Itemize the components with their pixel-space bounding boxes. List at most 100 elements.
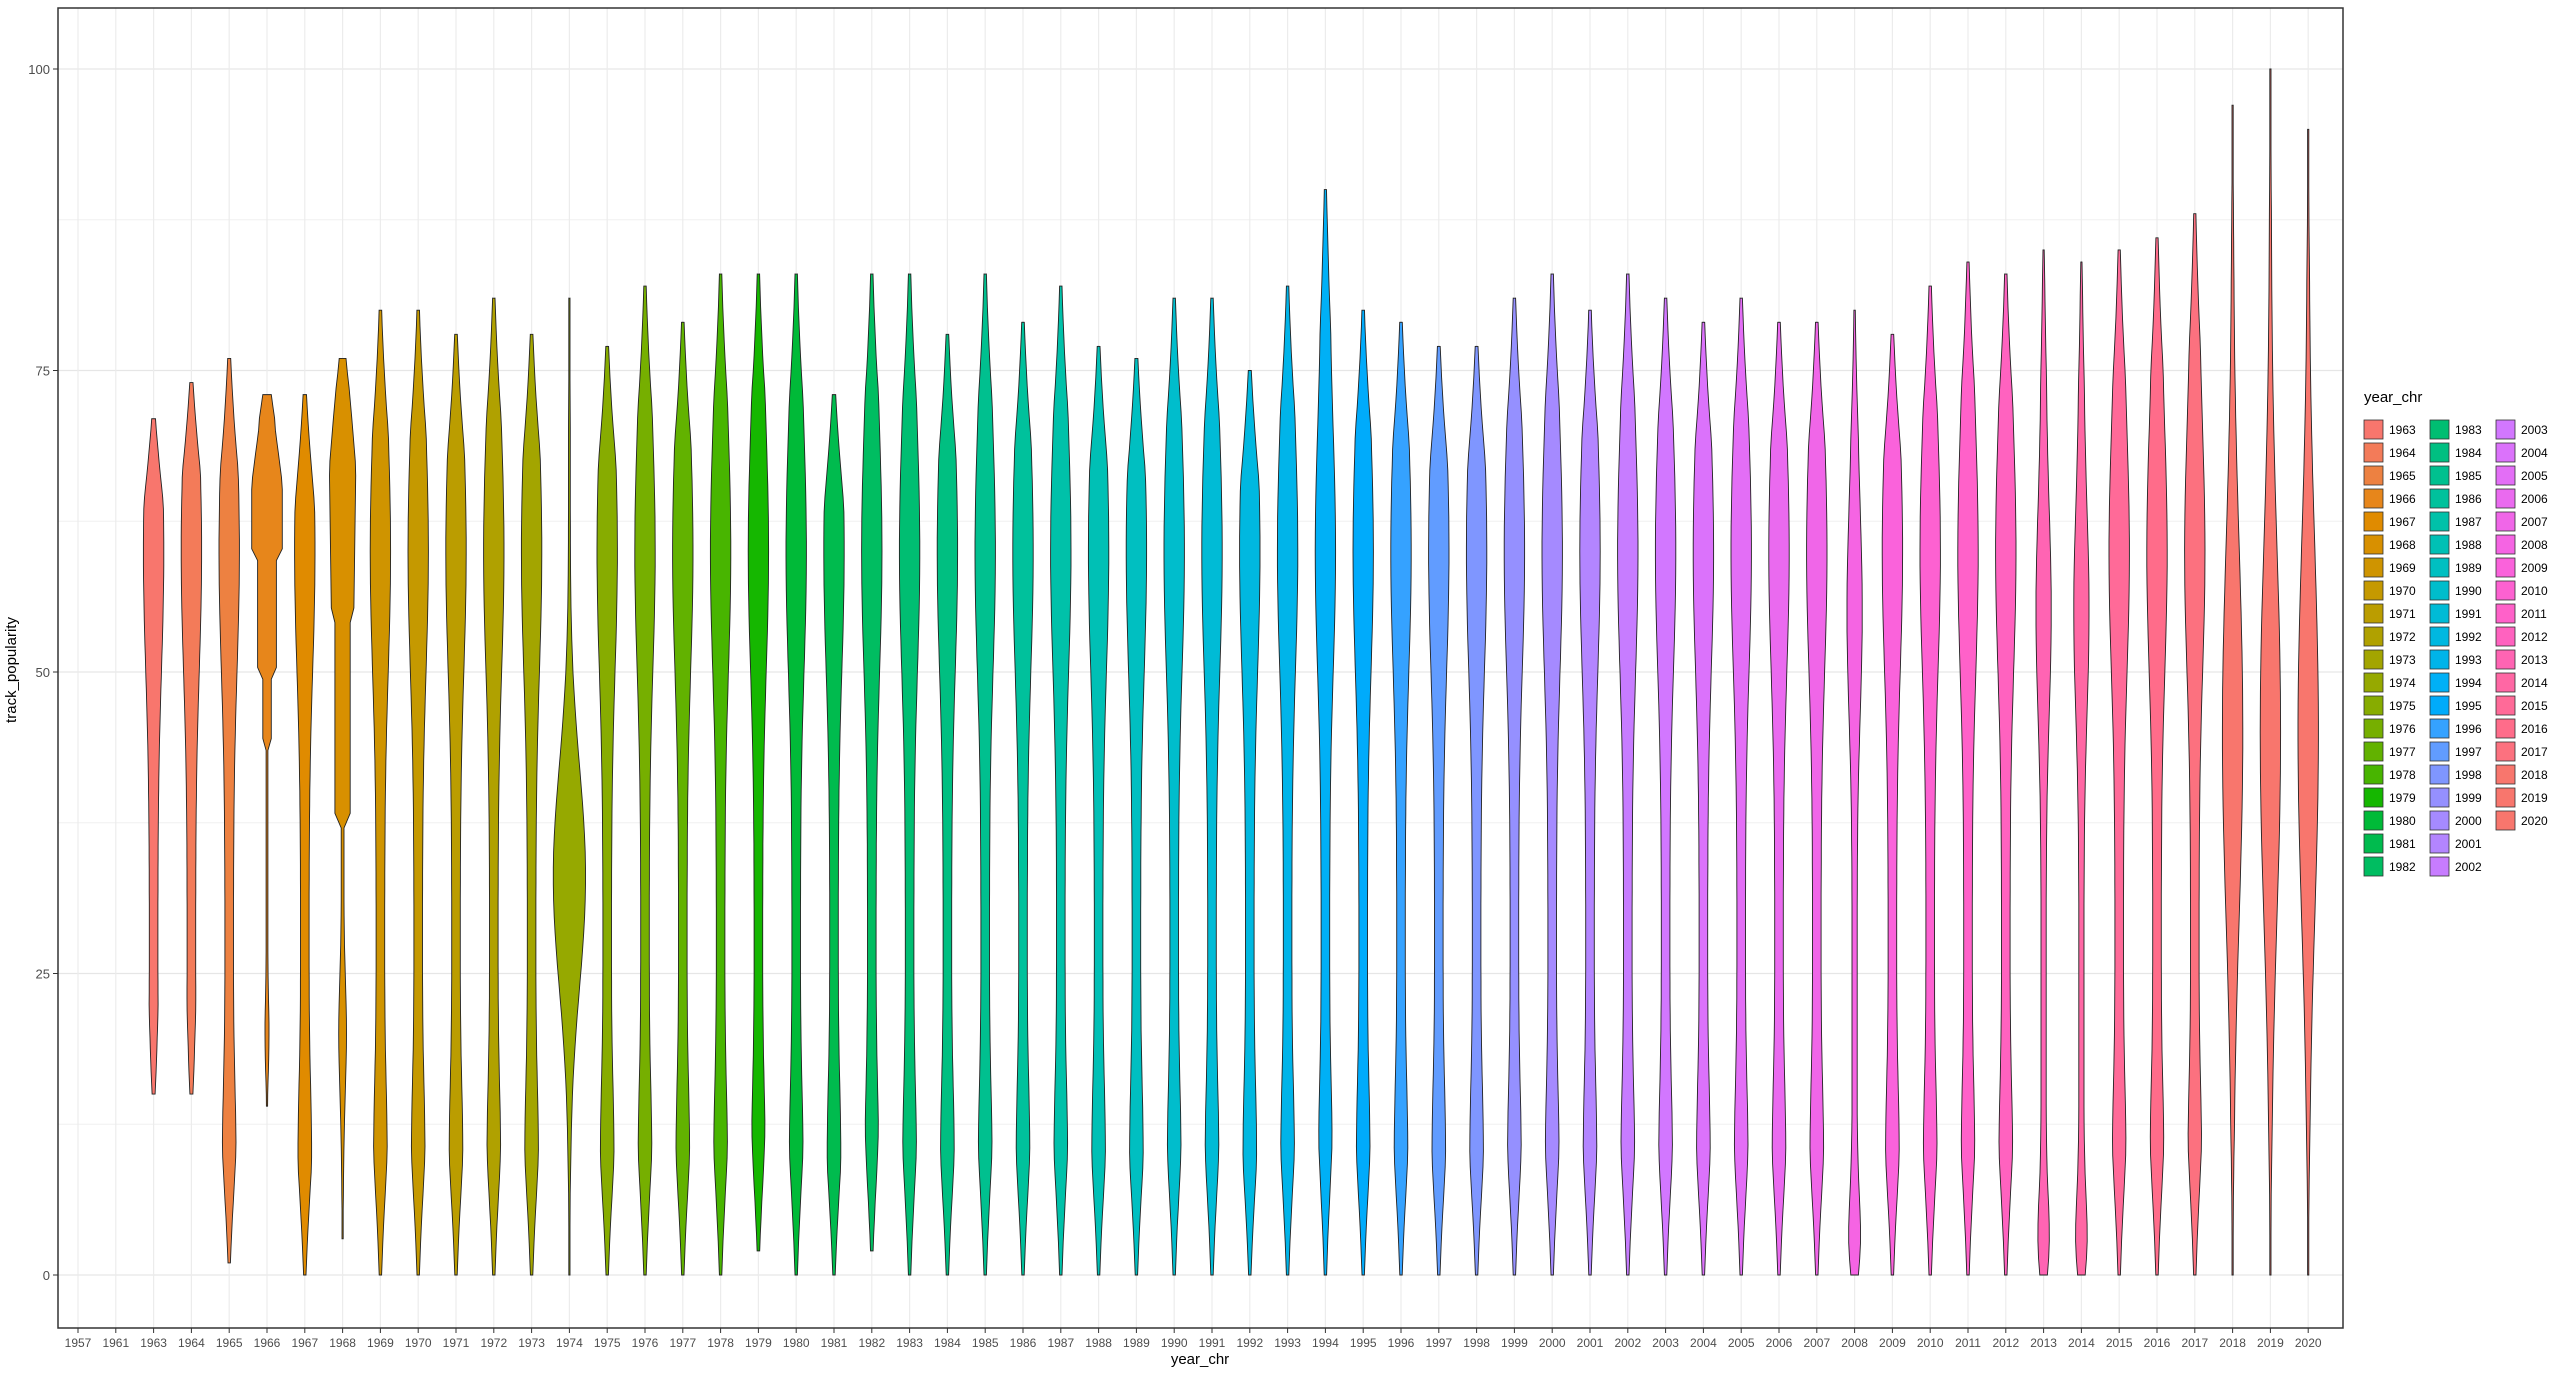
x-tick-label: 2003 — [1652, 1336, 1679, 1350]
violin-1985 — [974, 273, 996, 1276]
legend-label: 2003 — [2521, 423, 2548, 437]
legend-label: 2011 — [2521, 607, 2547, 621]
legend-label: 1988 — [2455, 538, 2482, 552]
legend-label: 1986 — [2455, 492, 2482, 506]
x-tick-label: 2002 — [1614, 1336, 1641, 1350]
y-axis-title: track_popularity — [3, 617, 20, 723]
violin-1977 — [672, 321, 694, 1276]
legend-key — [2363, 511, 2384, 532]
y-tick-label: 50 — [36, 665, 50, 680]
legend-key — [2363, 810, 2384, 831]
legend-key — [2363, 787, 2384, 808]
violin-1997 — [1428, 345, 1450, 1276]
x-tick-label: 1984 — [934, 1336, 961, 1350]
legend-label: 2002 — [2455, 860, 2482, 874]
legend-label: 2001 — [2455, 837, 2482, 851]
violin-1987 — [1050, 285, 1072, 1276]
legend-title: year_chr — [2364, 389, 2422, 406]
legend-label: 1966 — [2389, 492, 2416, 506]
x-tick-label: 1975 — [594, 1336, 621, 1350]
legend-label: 1989 — [2455, 561, 2482, 575]
legend-label: 2006 — [2521, 492, 2548, 506]
legend-label: 1964 — [2389, 446, 2416, 460]
x-tick-label: 2008 — [1841, 1336, 1868, 1350]
violin-2006 — [1768, 321, 1790, 1276]
legend-label: 1965 — [2389, 469, 2416, 483]
legend-key — [2429, 419, 2450, 440]
legend-key — [2363, 833, 2384, 854]
legend-key — [2429, 488, 2450, 509]
legend-label: 1999 — [2455, 791, 2482, 805]
violin-2004 — [1692, 321, 1715, 1276]
legend-key — [2495, 718, 2516, 739]
legend-label: 1972 — [2389, 630, 2416, 644]
y-tick-label: 75 — [36, 364, 50, 379]
x-tick-label: 2019 — [2257, 1336, 2284, 1350]
legend-key — [2495, 810, 2516, 831]
legend-label: 1976 — [2389, 722, 2416, 736]
legend-label: 1968 — [2389, 538, 2416, 552]
violin-1996 — [1390, 321, 1412, 1276]
legend-key — [2429, 856, 2450, 877]
legend-label: 2007 — [2521, 515, 2548, 529]
x-tick-label: 1995 — [1350, 1336, 1377, 1350]
legend-key — [2363, 695, 2384, 716]
x-tick-label: 1985 — [972, 1336, 999, 1350]
legend-key — [2429, 718, 2450, 739]
x-tick-label: 2009 — [1879, 1336, 1906, 1350]
violin-1995 — [1352, 309, 1374, 1276]
x-tick-label: 1964 — [178, 1336, 205, 1350]
legend-key — [2495, 603, 2516, 624]
x-tick-label: 1982 — [858, 1336, 885, 1350]
legend-label: 1977 — [2389, 745, 2416, 759]
violin-1993 — [1276, 285, 1299, 1276]
legend-label: 1963 — [2389, 423, 2416, 437]
x-tick-label: 1978 — [707, 1336, 734, 1350]
x-tick-label: 1999 — [1501, 1336, 1528, 1350]
legend-key — [2495, 626, 2516, 647]
violin-2007 — [1806, 321, 1828, 1276]
legend-key — [2429, 810, 2450, 831]
legend-label: 1979 — [2389, 791, 2416, 805]
legend-key — [2495, 695, 2516, 716]
legend-key — [2429, 649, 2450, 670]
legend-key — [2363, 534, 2384, 555]
violin-1978 — [709, 273, 732, 1276]
legend-key — [2363, 557, 2384, 578]
violin-1989 — [1125, 357, 1148, 1276]
legend-key — [2363, 580, 2384, 601]
x-tick-label: 1974 — [556, 1336, 583, 1350]
violin-2016 — [2146, 237, 2168, 1276]
legend-label: 2012 — [2521, 630, 2548, 644]
x-tick-label: 1961 — [102, 1336, 129, 1350]
legend-key — [2429, 626, 2450, 647]
x-tick-label: 1994 — [1312, 1336, 1339, 1350]
legend-key — [2363, 603, 2384, 624]
violin-2003 — [1654, 297, 1677, 1276]
x-tick-label: 1993 — [1274, 1336, 1301, 1350]
violin-1968 — [329, 357, 357, 1240]
violin-1970 — [407, 309, 429, 1276]
legend-label: 2017 — [2521, 745, 2548, 759]
legend-key — [2429, 442, 2450, 463]
x-axis-title: year_chr — [1171, 1351, 1229, 1368]
x-tick-label: 2018 — [2219, 1336, 2246, 1350]
x-tick-label: 1957 — [65, 1336, 92, 1350]
violin-2009 — [1881, 333, 1904, 1276]
legend-label: 2018 — [2521, 768, 2548, 782]
x-tick-label: 2012 — [1992, 1336, 2019, 1350]
violin-2015 — [2108, 249, 2130, 1276]
violin-1965 — [218, 357, 240, 1264]
violin-1991 — [1201, 297, 1223, 1276]
legend-label: 2020 — [2521, 814, 2548, 828]
x-tick-label: 2014 — [2068, 1336, 2095, 1350]
legend-key — [2363, 626, 2384, 647]
x-tick-label: 1996 — [1388, 1336, 1415, 1350]
x-tick-label: 2001 — [1577, 1336, 1604, 1350]
legend-label: 1996 — [2455, 722, 2482, 736]
x-tick-label: 1986 — [1010, 1336, 1037, 1350]
legend-key — [2363, 442, 2384, 463]
legend: year_chr 1963 1964 1965 1966 1967 1968 1969 197… — [2363, 389, 2548, 877]
x-tick-label: 1988 — [1085, 1336, 1112, 1350]
legend-label: 1983 — [2455, 423, 2482, 437]
